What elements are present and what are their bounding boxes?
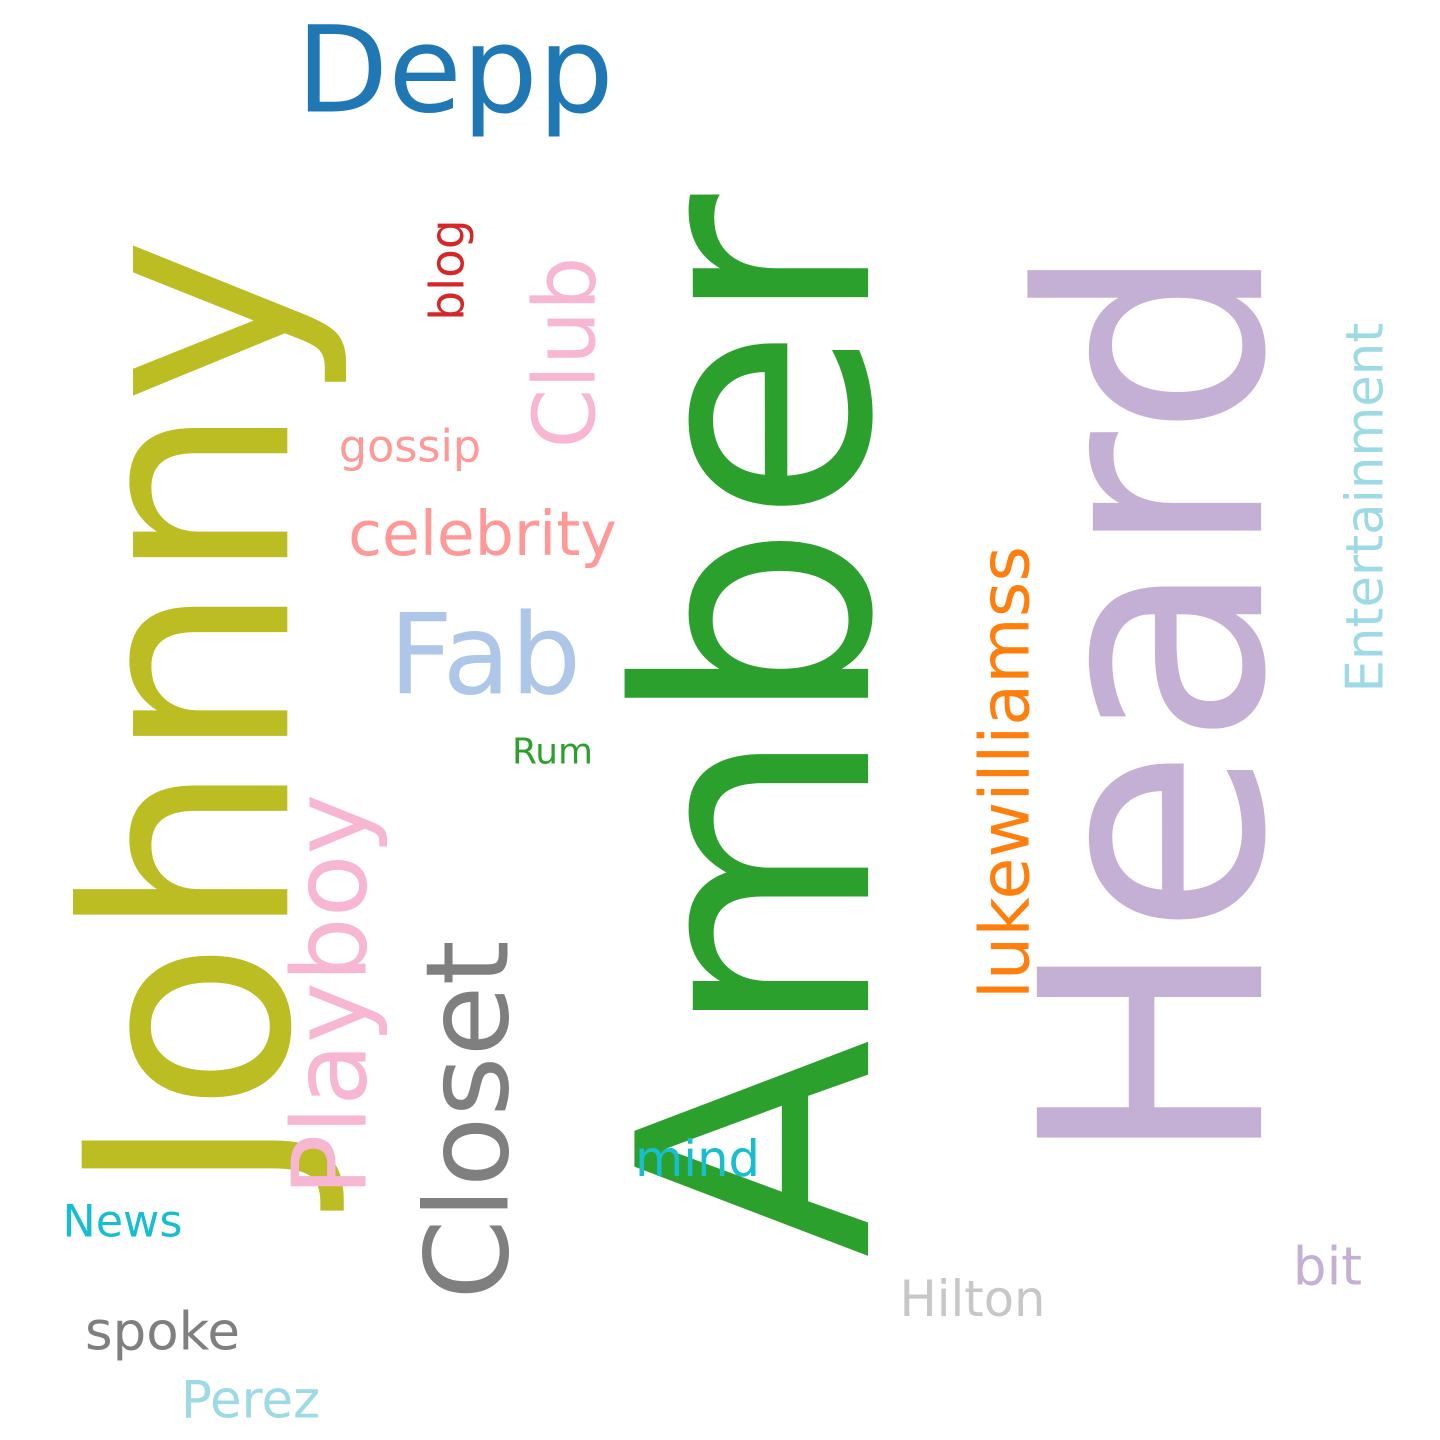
word-bit: bit	[1293, 1236, 1362, 1297]
word-gossip: gossip	[339, 421, 481, 472]
word-lukewilliamss: lukewilliamss	[967, 546, 1046, 999]
word-depp: Depp	[296, 1, 614, 140]
word-entertainment: Entertainment	[1336, 323, 1396, 693]
word-mind: mind	[635, 1130, 760, 1188]
word-spoke: spoke	[85, 1301, 240, 1362]
word-fab: Fab	[389, 591, 581, 720]
word-playboy: Playboy	[271, 794, 390, 1196]
word-closet: Closet	[401, 940, 535, 1300]
word-hilton: Hilton	[899, 1270, 1045, 1328]
word-perez: Perez	[181, 1371, 320, 1431]
word-heard: Heard	[975, 242, 1334, 1168]
word-club: Club	[516, 257, 615, 449]
word-johnny: Johnny	[25, 237, 354, 1214]
word-news: News	[62, 1196, 182, 1247]
word-blog: blog	[421, 219, 476, 320]
word-rum: Rum	[512, 731, 593, 772]
word-amber: Amber	[570, 191, 944, 1258]
word-celebrity: celebrity	[348, 498, 617, 570]
